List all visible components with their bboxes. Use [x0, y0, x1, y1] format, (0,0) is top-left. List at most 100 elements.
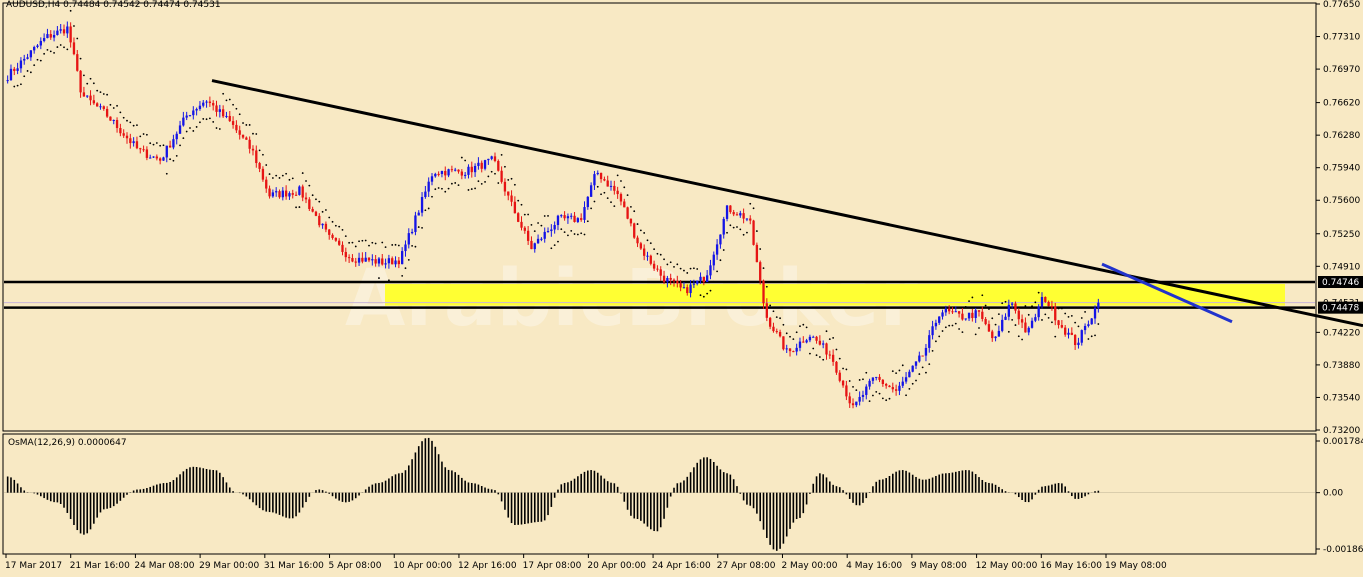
- price-tick-label: 0.76280: [1323, 131, 1360, 141]
- sar-dot: [686, 272, 689, 274]
- sar-dot: [106, 93, 109, 96]
- candle-body: [742, 213, 745, 219]
- sar-dot: [540, 224, 543, 227]
- sar-dot: [235, 107, 238, 110]
- candle: [1097, 298, 1100, 313]
- time-tick-label: 31 Mar 16:00: [264, 561, 324, 571]
- candle: [1004, 313, 1007, 321]
- candle: [427, 177, 430, 197]
- candle: [1007, 299, 1010, 321]
- candle: [149, 154, 152, 159]
- sar-dot: [460, 156, 463, 159]
- candle: [778, 329, 782, 338]
- candle: [971, 308, 974, 322]
- candle-body: [739, 213, 742, 216]
- candle: [1040, 292, 1044, 309]
- sar-dot: [729, 224, 732, 227]
- candle-body: [72, 42, 76, 55]
- candle: [507, 191, 510, 201]
- sar-dot: [301, 172, 304, 174]
- candle: [798, 337, 802, 352]
- candle-body: [934, 322, 938, 327]
- candle-body: [609, 185, 613, 187]
- candle: [871, 377, 875, 385]
- candle: [649, 254, 652, 266]
- candle-body: [318, 215, 321, 226]
- candle-body: [533, 243, 536, 250]
- candle-body: [523, 227, 526, 231]
- candle-body: [284, 190, 288, 197]
- candle-body: [745, 218, 749, 220]
- candle-body: [888, 385, 891, 388]
- sar-dot: [838, 357, 841, 360]
- sar-dot: [311, 194, 314, 197]
- candle: [467, 164, 470, 179]
- candle-body: [430, 176, 434, 182]
- sar-dot: [600, 193, 602, 196]
- sar-dot: [86, 82, 89, 85]
- candle-body: [967, 312, 971, 319]
- sar-dot: [888, 397, 891, 400]
- candle: [795, 343, 798, 356]
- sar-dot: [994, 323, 997, 326]
- candle-body: [354, 261, 357, 263]
- sar-dot: [543, 215, 546, 217]
- candle: [954, 306, 957, 313]
- candle: [815, 335, 818, 344]
- sar-dot: [351, 241, 354, 244]
- candle-body: [168, 145, 172, 148]
- sar-dot: [192, 130, 195, 132]
- candle: [599, 172, 603, 183]
- candle: [105, 106, 109, 118]
- candle-body: [66, 26, 69, 34]
- sar-dot: [136, 124, 138, 127]
- candle-body: [652, 263, 656, 269]
- candle-body: [719, 234, 722, 245]
- candle-body: [951, 311, 954, 313]
- candle: [228, 111, 231, 123]
- candle: [987, 320, 991, 332]
- sar-dot: [742, 233, 745, 236]
- sar-dot: [938, 335, 941, 338]
- candle-body: [583, 207, 586, 220]
- candle-body: [636, 237, 639, 244]
- candle: [1037, 304, 1040, 321]
- candle-body: [580, 218, 583, 220]
- sar-dot: [245, 124, 248, 126]
- sar-dot: [726, 231, 728, 234]
- sar-dot: [424, 209, 427, 212]
- candle: [231, 116, 235, 129]
- sar-dot: [517, 199, 520, 202]
- candle: [652, 260, 656, 271]
- time-tick-label: 27 Apr 08:00: [717, 561, 776, 571]
- sar-dot: [23, 75, 26, 78]
- candle-body: [573, 215, 576, 222]
- sar-dot: [739, 228, 742, 231]
- sar-dot: [149, 142, 152, 145]
- candle: [49, 30, 52, 40]
- candle: [281, 187, 284, 201]
- candle: [563, 211, 566, 221]
- candle-body: [1030, 320, 1034, 328]
- candle: [437, 171, 440, 177]
- candle-body: [825, 343, 828, 355]
- candle: [298, 185, 301, 196]
- sar-dot: [553, 244, 556, 247]
- candle: [768, 316, 772, 330]
- sar-dot: [132, 124, 135, 127]
- candle-body: [129, 138, 132, 144]
- candle: [725, 205, 729, 222]
- candle-body: [586, 196, 589, 208]
- sar-dot: [1067, 315, 1070, 318]
- candle: [888, 385, 891, 388]
- candle-body: [215, 105, 218, 112]
- candle-body: [119, 128, 122, 134]
- candle: [278, 189, 281, 199]
- candle-body: [818, 340, 822, 345]
- sar-dot: [749, 202, 752, 205]
- candle-body: [1093, 307, 1097, 319]
- candle: [616, 186, 619, 199]
- candle: [788, 348, 792, 357]
- sar-dot: [1047, 316, 1050, 319]
- candle-body: [994, 336, 997, 339]
